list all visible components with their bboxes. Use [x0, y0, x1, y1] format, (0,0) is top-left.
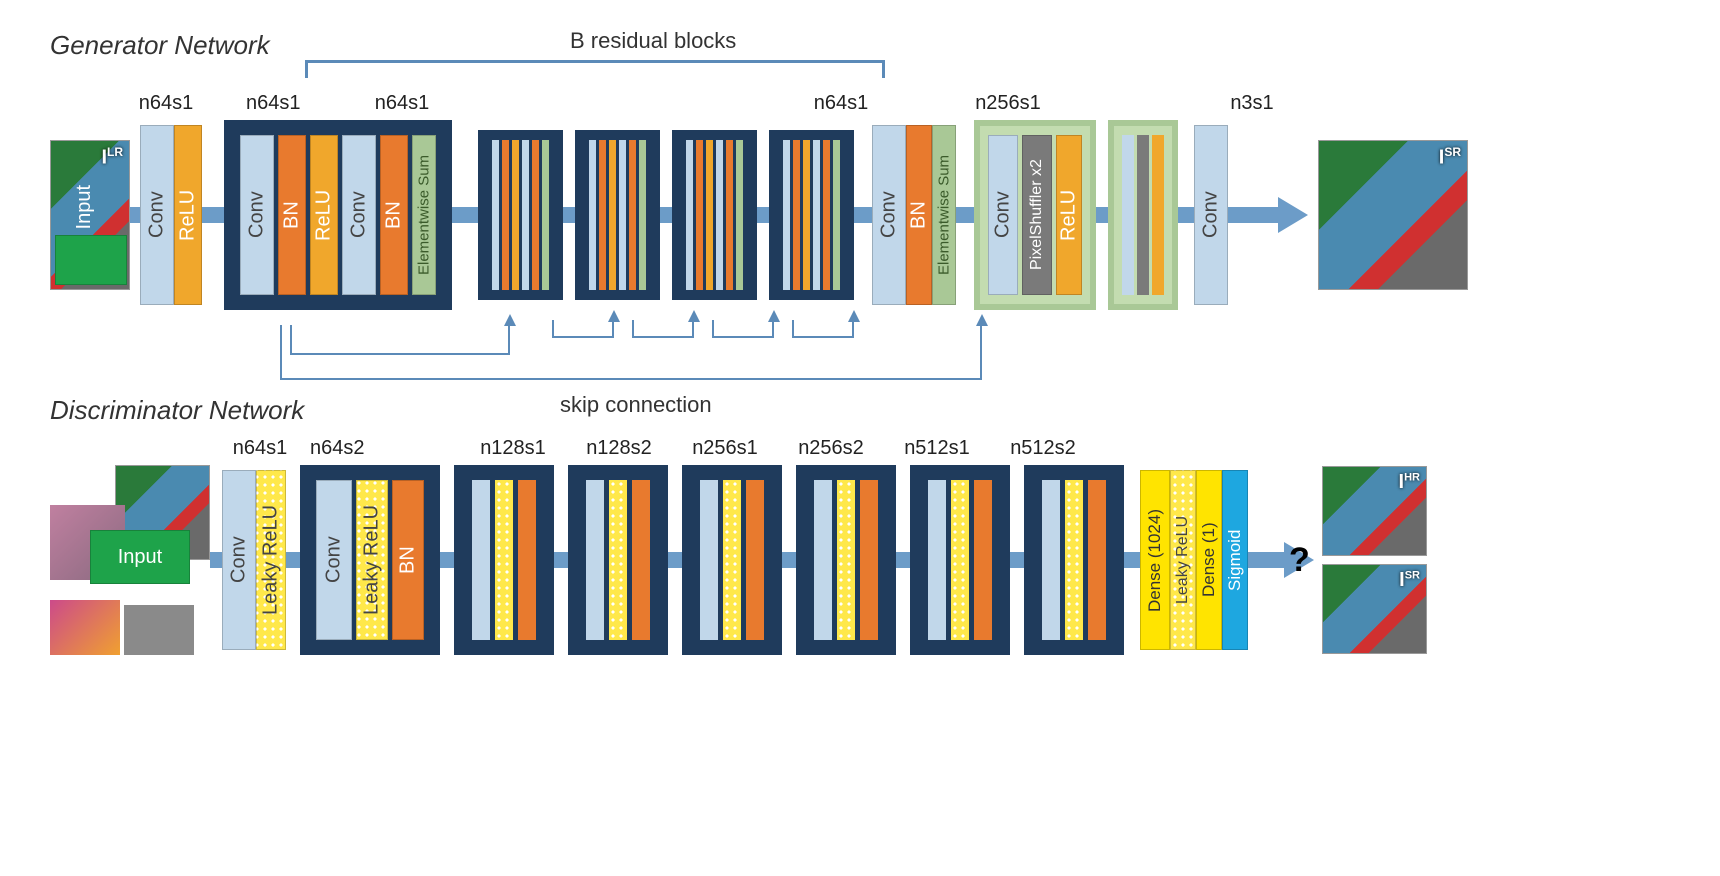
generator-row: ILR Input Conv ReLU Conv BN ReLU Conv BN… — [50, 115, 1670, 315]
input-image-lr: ILR Input — [50, 140, 130, 290]
discriminator-top-labels: n64s1 n64s2 n128s1 n128s2 n256s1 n256s2 … — [50, 432, 1670, 460]
disc-conv: Conv — [222, 470, 256, 650]
final-conv: Conv — [1194, 125, 1228, 305]
discriminator-title: Discriminator Network — [50, 395, 1670, 426]
arrowhead-icon — [1278, 197, 1308, 233]
residual-block-mini — [478, 130, 563, 300]
generator-title: Generator Network — [50, 30, 1670, 61]
disc-lrelu: Leaky ReLU — [256, 470, 286, 650]
disc-block-expanded: Conv Leaky ReLU BN — [300, 465, 440, 655]
disc-block-mini — [1024, 465, 1124, 655]
conv-block: Conv — [140, 125, 174, 305]
residual-block-mini — [672, 130, 757, 300]
disc-block-mini — [796, 465, 896, 655]
generator-top-labels: n64s1 n64s1 n64s1 n64s1 n256s1 n3s1 — [50, 87, 1670, 115]
discriminator-row: Input Conv Leaky ReLU Conv Leaky ReLU BN… — [50, 460, 1670, 660]
residual-bracket — [305, 60, 885, 78]
disc-block-mini — [910, 465, 1010, 655]
bn-block: BN — [906, 125, 932, 305]
question-mark: ? — [1289, 541, 1310, 580]
dense-1: Dense (1) — [1196, 470, 1222, 650]
disc-block-mini — [682, 465, 782, 655]
output-image-sr: ISR — [1318, 140, 1468, 290]
conv-block-2: Conv — [872, 125, 906, 305]
upsample-block-1: Conv PixelShuffler x2 ReLU — [974, 120, 1096, 310]
residual-block-expanded: Conv BN ReLU Conv BN Elementwise Sum — [224, 120, 452, 310]
disc-block-mini — [454, 465, 554, 655]
elemsum-block: Elementwise Sum — [932, 125, 956, 305]
residual-blocks-label: B residual blocks — [570, 28, 736, 54]
upsample-block-2 — [1108, 120, 1178, 310]
output-image-hr: IHR — [1322, 466, 1427, 556]
disc-lrelu-2: Leaky ReLU — [1170, 470, 1196, 650]
sigmoid-block: Sigmoid — [1222, 470, 1248, 650]
disc-block-mini — [568, 465, 668, 655]
residual-block-mini — [575, 130, 660, 300]
output-image-sr-2: ISR — [1322, 564, 1427, 654]
dense-1024: Dense (1024) — [1140, 470, 1170, 650]
relu-block: ReLU — [174, 125, 202, 305]
disc-input-stack: Input — [50, 465, 210, 655]
residual-block-mini — [769, 130, 854, 300]
